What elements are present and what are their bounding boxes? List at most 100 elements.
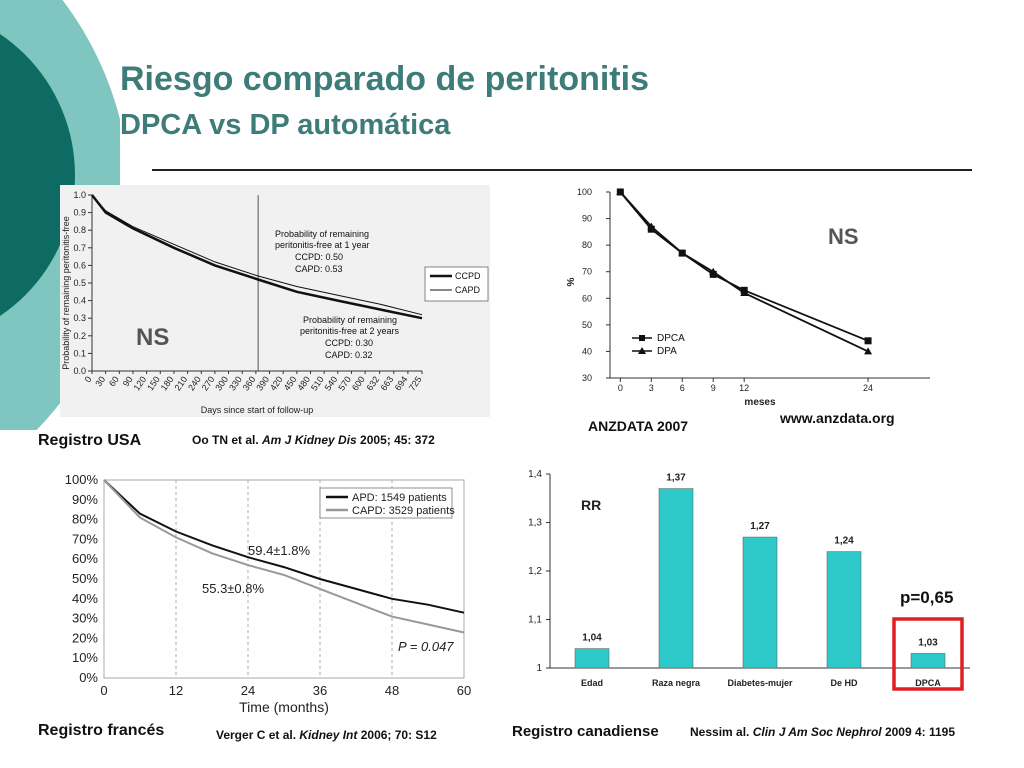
usa-x-tick-label: 60	[107, 374, 121, 388]
anz-y-tick-label: 50	[582, 320, 592, 330]
ca-bar	[574, 648, 610, 669]
fr-annotation-capd: 55.3±0.8%	[202, 581, 265, 596]
canadian-citation: Nessim al. Clin J Am Soc Nephrol 2009 4:…	[690, 725, 956, 739]
title-divider	[152, 169, 972, 171]
usa-y-tick-label: 0.5	[73, 278, 86, 288]
decor-circle-dark	[0, 34, 75, 316]
ca-bar	[826, 551, 862, 669]
ca-category-label: De HD	[830, 678, 858, 688]
fr-legend-label: APD: 1549 patients	[352, 492, 447, 504]
usa-y-axis-label: Probability of remaining peritonitis-fre…	[61, 216, 71, 370]
france-survival-chart: 0 12 24 36 48 60 0% 10% 20% 30% 40% 50% 60% 70% 80% 90%…	[65, 472, 471, 715]
fr-x-tick-label: 0	[100, 683, 107, 698]
ca-p-value: p=0,65	[900, 588, 953, 607]
anz-ns-label: NS	[828, 224, 859, 249]
usa-annotation: peritonitis-free at 2 years	[300, 326, 400, 336]
anz-y-tick-label: 30	[582, 373, 592, 383]
fr-y-tick-label: 90%	[72, 492, 98, 507]
usa-legend-box	[424, 266, 489, 302]
ca-category-label: DPCA	[915, 678, 941, 688]
ca-y-tick-label: 1,4	[528, 469, 542, 480]
anz-point-dpa	[864, 347, 873, 355]
fr-legend-box	[319, 487, 453, 519]
anz-legend-label: DPA	[657, 346, 677, 357]
ca-y-tick-label: 1,3	[528, 518, 542, 529]
ca-highlight-box	[892, 617, 964, 691]
anz-series-line-dpa	[619, 191, 869, 353]
anz-x-tick-label: 3	[649, 383, 654, 393]
fr-x-tick-label: 48	[385, 683, 399, 698]
usa-chart-background	[60, 185, 490, 417]
usa-y-tick-label: 0.2	[73, 331, 86, 341]
usa-annotation: Probability of remaining	[303, 315, 397, 325]
usa-y-tick-label: 1.0	[73, 190, 86, 200]
fr-y-tick-label: 0%	[79, 670, 98, 685]
ca-value-label: 1,37	[666, 473, 686, 484]
fr-y-tick-label: 50%	[72, 571, 98, 586]
usa-registry-label: Registro USA	[38, 432, 142, 449]
fr-x-axis-label: Time (months)	[239, 699, 329, 715]
fr-y-tick-label: 40%	[72, 591, 98, 606]
usa-survival-chart: 0.0 0.1 0.2 0.3 0.4 0.5 0.6 0.7 0.8 0.9 1.0 0 30 60 90…	[60, 185, 490, 417]
canada-rr-bar-chart: 1 1,1 1,2 1,3 1,4 RR 1,04 Edad 1,37 Raza negra 1,2…	[528, 469, 970, 691]
ca-bar	[742, 536, 778, 669]
anz-y-axis-label: %	[566, 277, 577, 286]
usa-ns-label: NS	[136, 324, 169, 351]
ca-value-label: 1,27	[750, 521, 770, 532]
ca-y-tick-label: 1	[536, 663, 542, 674]
fr-y-tick-label: 60%	[72, 551, 98, 566]
ca-y-tick-label: 1,2	[528, 566, 542, 577]
fr-y-tick-label: 20%	[72, 630, 98, 645]
usa-x-tick-label: 90	[121, 374, 135, 388]
ca-value-label: 1,24	[834, 536, 854, 547]
fr-x-tick-label: 24	[241, 683, 255, 698]
anz-x-tick-label: 24	[863, 383, 873, 393]
usa-annotation: CAPD: 0.53	[295, 264, 343, 274]
anz-point-dpa	[616, 188, 625, 195]
anz-x-axis-label: meses	[744, 397, 776, 408]
anz-legend-marker	[638, 347, 646, 354]
usa-y-tick-label: 0.6	[73, 260, 86, 270]
usa-series-line-capd	[91, 194, 423, 316]
fr-y-tick-label: 30%	[72, 611, 98, 626]
usa-y-tick-label: 0.1	[73, 348, 86, 358]
anz-series-line-dpca	[619, 191, 869, 342]
ca-y-tick-label: 1,1	[528, 615, 542, 626]
anz-point-dpa	[709, 267, 718, 275]
ca-bar	[658, 488, 694, 669]
usa-annotation: CCPD: 0.50	[295, 252, 343, 262]
ca-value-label: 1,04	[582, 633, 602, 644]
anzdata-label: ANZDATA 2007	[588, 418, 689, 434]
usa-annotation: CAPD: 0.32	[325, 350, 373, 360]
usa-y-tick-label: 0.8	[73, 225, 86, 235]
anz-y-tick-label: 90	[582, 214, 592, 224]
ca-value-label: 1,03	[918, 637, 938, 648]
fr-x-tick-label: 60	[457, 683, 471, 698]
ca-rr-label: RR	[581, 497, 601, 513]
usa-y-tick-label: 0.0	[73, 366, 86, 376]
fr-x-tick-label: 12	[169, 683, 183, 698]
ca-category-label: Raza negra	[652, 678, 701, 688]
anz-point-dpa	[647, 222, 656, 230]
fr-legend-label: CAPD: 3529 patients	[352, 505, 455, 517]
fr-p-value: P = 0.047	[398, 639, 454, 654]
anz-x-tick-label: 12	[739, 383, 749, 393]
anz-y-tick-label: 70	[582, 267, 592, 277]
usa-citation: Oo TN et al. Am J Kidney Dis 2005; 45: 3…	[192, 433, 435, 447]
anz-legend-marker	[639, 335, 645, 341]
fr-x-tick-label: 36	[313, 683, 327, 698]
usa-legend-label: CCPD	[455, 271, 481, 281]
anzdata-url: www.anzdata.org	[780, 410, 895, 426]
usa-annotation: peritonitis-free at 1 year	[275, 240, 370, 250]
usa-y-tick-label: 0.7	[73, 243, 86, 253]
fr-series-line-capd	[103, 479, 465, 634]
canadian-registry-label: Registro canadiense	[512, 723, 659, 740]
usa-y-tick-label: 0.4	[73, 296, 86, 306]
french-citation: Verger C et al. Kidney Int 2006; 70: S12	[216, 728, 437, 742]
anz-y-tick-label: 80	[582, 240, 592, 250]
anz-y-tick-label: 40	[582, 346, 592, 356]
french-registry-label: Registro francés	[38, 722, 165, 739]
fr-series-line-apd	[103, 479, 465, 614]
anz-x-tick-label: 9	[711, 383, 716, 393]
fr-y-tick-label: 10%	[72, 650, 98, 665]
